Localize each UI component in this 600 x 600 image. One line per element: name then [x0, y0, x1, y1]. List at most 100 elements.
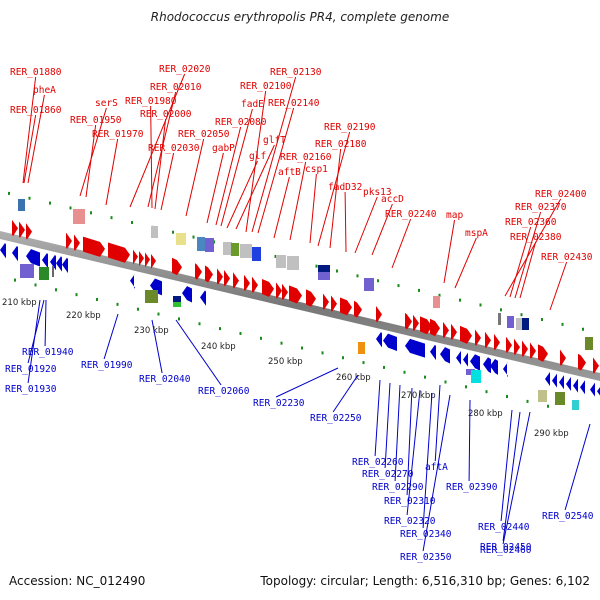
- forward-gene-arrow[interactable]: [405, 312, 412, 330]
- feature-box[interactable]: [52, 266, 54, 277]
- reverse-gene-label[interactable]: RER_02040: [139, 319, 191, 385]
- reverse-gene-arrow[interactable]: [552, 373, 557, 389]
- reverse-gene-arrow[interactable]: [383, 333, 397, 351]
- forward-gene-arrow[interactable]: [420, 316, 432, 335]
- forward-gene-arrow[interactable]: [451, 323, 457, 341]
- forward-gene-arrow[interactable]: [443, 321, 449, 339]
- reverse-gene-arrow[interactable]: [150, 278, 162, 296]
- feature-box[interactable]: [466, 369, 475, 375]
- reverse-gene-arrow[interactable]: [405, 338, 425, 358]
- forward-gene-label[interactable]: RER_02180: [315, 139, 367, 249]
- forward-gene-arrow[interactable]: [530, 342, 536, 359]
- forward-gene-arrow[interactable]: [217, 268, 223, 285]
- forward-gene-label[interactable]: accD: [371, 194, 404, 256]
- reverse-gene-label[interactable]: RER_01990: [81, 313, 133, 371]
- forward-gene-arrow[interactable]: [145, 251, 150, 268]
- feature-box[interactable]: [364, 278, 374, 291]
- reverse-gene-arrow[interactable]: [470, 354, 480, 371]
- forward-gene-arrow[interactable]: [413, 314, 419, 332]
- forward-gene-arrow[interactable]: [66, 232, 72, 250]
- forward-gene-arrow[interactable]: [475, 329, 481, 346]
- forward-gene-arrow[interactable]: [205, 265, 213, 283]
- forward-gene-arrow[interactable]: [139, 249, 144, 267]
- reverse-gene-label[interactable]: RER_02450: [480, 411, 532, 553]
- feature-box[interactable]: [516, 318, 524, 330]
- feature-box[interactable]: [231, 243, 239, 256]
- forward-gene-arrow[interactable]: [538, 344, 548, 362]
- reverse-gene-label[interactable]: RER_02260: [352, 379, 404, 468]
- reverse-gene-label[interactable]: aftA: [425, 384, 448, 473]
- forward-gene-arrow[interactable]: [172, 257, 182, 276]
- reverse-gene-arrow[interactable]: [130, 273, 135, 289]
- reverse-gene-arrow[interactable]: [42, 252, 48, 269]
- reverse-gene-label[interactable]: RER_02440: [478, 409, 530, 533]
- forward-gene-label[interactable]: RER_01950: [70, 115, 122, 198]
- forward-gene-label[interactable]: RER_02380: [510, 232, 562, 299]
- feature-box[interactable]: [585, 337, 593, 350]
- forward-gene-arrow[interactable]: [19, 221, 25, 238]
- reverse-gene-label[interactable]: RER_02290: [372, 384, 424, 493]
- forward-gene-label[interactable]: fadE: [220, 99, 264, 227]
- reverse-gene-label[interactable]: RER_02270: [362, 382, 414, 480]
- forward-gene-arrow[interactable]: [514, 338, 520, 356]
- forward-gene-arrow[interactable]: [233, 272, 239, 289]
- forward-gene-arrow[interactable]: [593, 357, 599, 374]
- feature-box[interactable]: [498, 313, 501, 325]
- forward-gene-label[interactable]: RER_02190: [317, 122, 376, 247]
- forward-gene-arrow[interactable]: [430, 318, 440, 337]
- reverse-gene-arrow[interactable]: [573, 378, 578, 394]
- feature-box[interactable]: [538, 390, 547, 402]
- feature-box[interactable]: [358, 342, 365, 354]
- forward-gene-arrow[interactable]: [133, 248, 138, 265]
- forward-gene-label[interactable]: glf: [226, 151, 266, 229]
- reverse-gene-arrow[interactable]: [566, 376, 571, 393]
- reverse-gene-arrow[interactable]: [483, 357, 491, 374]
- feature-box[interactable]: [197, 237, 205, 251]
- forward-gene-label[interactable]: serS: [79, 98, 118, 197]
- forward-gene-label[interactable]: RER_02360: [505, 217, 557, 298]
- forward-gene-label[interactable]: map: [443, 210, 463, 284]
- feature-box[interactable]: [173, 296, 181, 302]
- reverse-gene-arrow[interactable]: [0, 243, 6, 259]
- forward-gene-label[interactable]: RER_02430: [541, 252, 593, 311]
- forward-gene-label[interactable]: RER_02400: [504, 189, 587, 297]
- feature-box[interactable]: [39, 267, 49, 280]
- forward-gene-label[interactable]: RER_02030: [148, 143, 200, 211]
- feature-box[interactable]: [471, 370, 481, 383]
- feature-box[interactable]: [240, 244, 252, 258]
- forward-gene-arrow[interactable]: [323, 293, 329, 310]
- feature-box[interactable]: [522, 318, 529, 330]
- forward-gene-label[interactable]: RER_01970: [92, 129, 144, 206]
- reverse-gene-arrow[interactable]: [50, 254, 56, 271]
- forward-gene-arrow[interactable]: [151, 252, 156, 269]
- forward-gene-arrow[interactable]: [506, 336, 512, 354]
- forward-gene-label[interactable]: pheA: [27, 85, 56, 184]
- forward-gene-label[interactable]: RER_02130: [251, 67, 322, 233]
- forward-gene-arrow[interactable]: [26, 223, 32, 240]
- feature-box[interactable]: [205, 238, 214, 252]
- feature-box[interactable]: [318, 265, 330, 273]
- forward-gene-arrow[interactable]: [578, 353, 586, 371]
- forward-gene-arrow[interactable]: [494, 333, 500, 351]
- forward-gene-label[interactable]: csp1: [305, 164, 328, 244]
- reverse-gene-arrow[interactable]: [490, 358, 498, 375]
- forward-gene-label[interactable]: RER_02000: [140, 109, 192, 210]
- forward-gene-arrow[interactable]: [485, 331, 491, 349]
- forward-gene-arrow[interactable]: [306, 289, 316, 307]
- forward-gene-arrow[interactable]: [522, 340, 528, 357]
- forward-gene-arrow[interactable]: [195, 263, 202, 280]
- reverse-gene-arrow[interactable]: [503, 362, 508, 377]
- reverse-gene-label[interactable]: RER_01940: [22, 299, 74, 358]
- feature-box[interactable]: [151, 226, 158, 238]
- reverse-gene-arrow[interactable]: [26, 249, 40, 267]
- forward-gene-label[interactable]: RER_02140: [257, 98, 320, 234]
- forward-gene-label[interactable]: RER_01860: [10, 105, 62, 184]
- forward-gene-label[interactable]: RER_02050: [178, 129, 230, 217]
- forward-gene-arrow[interactable]: [108, 242, 130, 263]
- feature-box[interactable]: [176, 233, 186, 245]
- forward-gene-label[interactable]: RER_02160: [280, 152, 332, 241]
- feature-box[interactable]: [507, 316, 514, 328]
- forward-gene-arrow[interactable]: [224, 270, 230, 287]
- forward-gene-label[interactable]: aftB: [273, 167, 301, 239]
